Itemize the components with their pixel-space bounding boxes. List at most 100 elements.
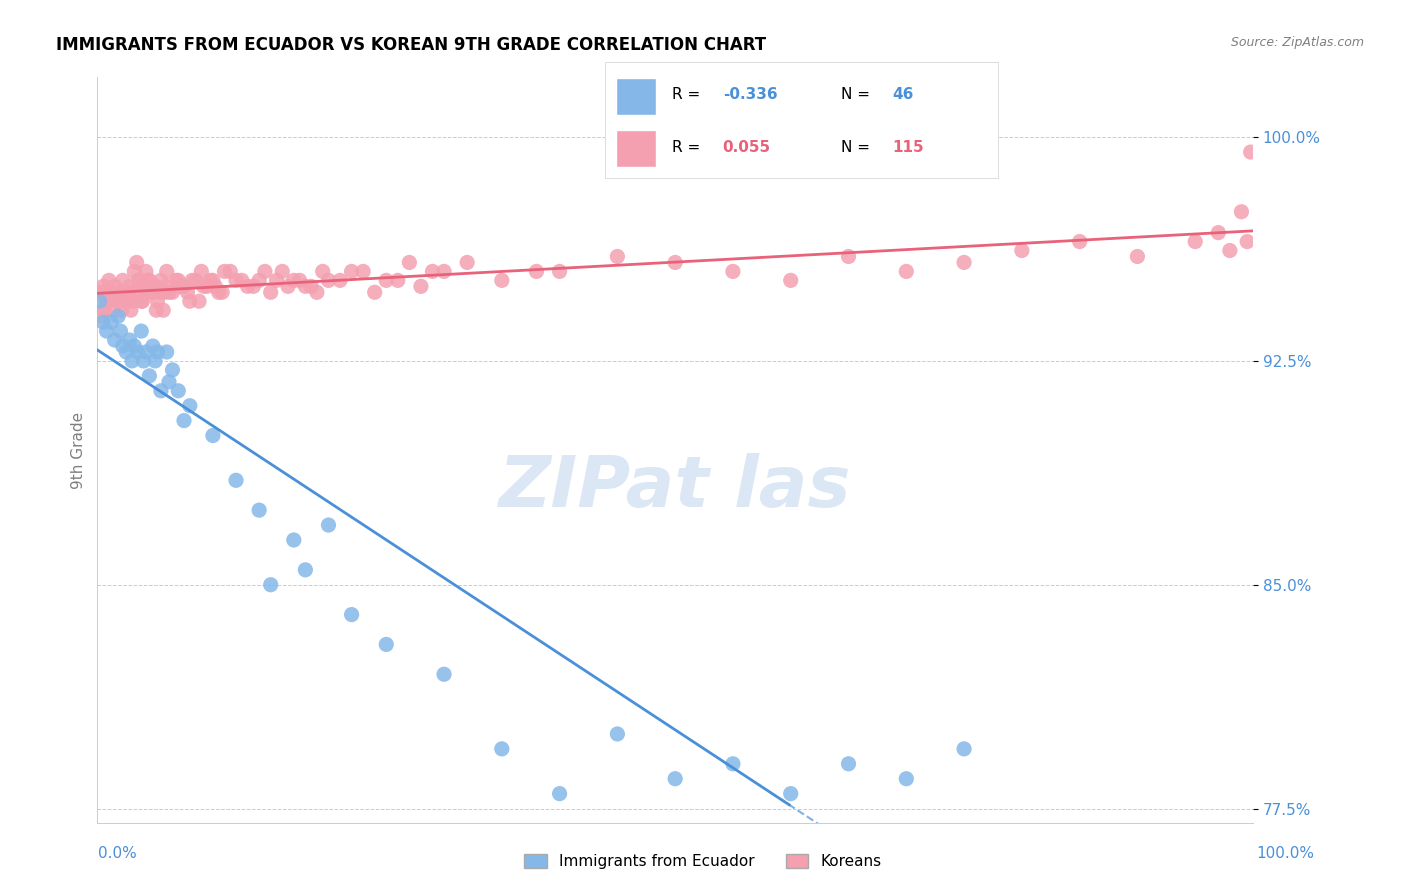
- FancyBboxPatch shape: [616, 129, 655, 167]
- Point: [142, 339, 165, 353]
- Point: [157, 375, 180, 389]
- Point: [118, 279, 141, 293]
- Point: [219, 264, 242, 278]
- Point: [1069, 235, 1091, 249]
- Point: [247, 273, 270, 287]
- Point: [283, 533, 305, 547]
- Point: [329, 273, 352, 287]
- Point: [253, 264, 276, 278]
- Point: [305, 285, 328, 300]
- Point: [456, 255, 478, 269]
- Text: 115: 115: [891, 139, 924, 154]
- Point: [294, 279, 316, 293]
- Text: ZIPat las: ZIPat las: [499, 453, 852, 522]
- Point: [156, 345, 179, 359]
- Text: N =: N =: [841, 139, 875, 154]
- Point: [242, 279, 264, 293]
- Point: [129, 294, 152, 309]
- Point: [120, 303, 142, 318]
- Point: [188, 294, 211, 309]
- Point: [97, 294, 120, 309]
- Point: [138, 368, 160, 383]
- Point: [132, 354, 155, 368]
- Point: [104, 333, 127, 347]
- Point: [127, 345, 149, 359]
- Point: [149, 384, 172, 398]
- Point: [491, 742, 513, 756]
- Point: [129, 324, 152, 338]
- Point: [149, 273, 172, 287]
- Point: [132, 279, 155, 293]
- Point: [135, 345, 157, 359]
- Point: [779, 787, 801, 801]
- Point: [953, 742, 976, 756]
- Point: [156, 264, 179, 278]
- Text: R =: R =: [672, 87, 704, 103]
- Point: [146, 345, 169, 359]
- Point: [433, 667, 456, 681]
- Point: [260, 578, 283, 592]
- Point: [98, 285, 121, 300]
- Text: N =: N =: [841, 87, 875, 103]
- Point: [89, 294, 111, 309]
- Point: [1011, 244, 1033, 258]
- Point: [100, 285, 122, 300]
- Point: [167, 273, 190, 287]
- Point: [96, 324, 118, 338]
- Point: [145, 303, 167, 318]
- Point: [214, 264, 236, 278]
- Point: [312, 264, 335, 278]
- Point: [283, 273, 305, 287]
- Text: IMMIGRANTS FROM ECUADOR VS KOREAN 9TH GRADE CORRELATION CHART: IMMIGRANTS FROM ECUADOR VS KOREAN 9TH GR…: [56, 36, 766, 54]
- Point: [153, 285, 176, 300]
- Point: [173, 279, 195, 293]
- Point: [375, 273, 398, 287]
- Point: [149, 285, 172, 300]
- Point: [340, 607, 363, 622]
- Point: [104, 279, 127, 293]
- Point: [165, 273, 187, 287]
- Point: [162, 363, 184, 377]
- Point: [271, 264, 294, 278]
- Point: [953, 255, 976, 269]
- Point: [125, 255, 148, 269]
- Point: [721, 264, 744, 278]
- Point: [146, 294, 169, 309]
- Point: [364, 285, 387, 300]
- Point: [97, 273, 120, 287]
- Point: [266, 273, 288, 287]
- Point: [1184, 235, 1206, 249]
- Point: [176, 285, 198, 300]
- Point: [236, 279, 259, 293]
- Point: [299, 279, 322, 293]
- Point: [111, 339, 134, 353]
- Point: [200, 273, 222, 287]
- Point: [96, 294, 118, 309]
- Text: 46: 46: [891, 87, 914, 103]
- Point: [142, 285, 165, 300]
- Point: [318, 518, 340, 533]
- Point: [204, 279, 226, 293]
- Point: [122, 294, 145, 309]
- Point: [184, 273, 207, 287]
- Point: [93, 303, 115, 318]
- Point: [193, 279, 215, 293]
- Point: [107, 309, 129, 323]
- Point: [288, 273, 311, 287]
- Point: [167, 384, 190, 398]
- Point: [211, 285, 233, 300]
- Text: 0.0%: 0.0%: [98, 846, 138, 861]
- Point: [131, 294, 153, 309]
- Point: [606, 727, 628, 741]
- FancyBboxPatch shape: [616, 78, 655, 114]
- Point: [138, 273, 160, 287]
- Point: [136, 273, 159, 287]
- Point: [664, 255, 686, 269]
- Text: R =: R =: [672, 139, 704, 154]
- Point: [409, 279, 432, 293]
- Point: [1126, 250, 1149, 264]
- Point: [179, 294, 201, 309]
- Point: [105, 294, 128, 309]
- Point: [157, 285, 180, 300]
- Point: [173, 414, 195, 428]
